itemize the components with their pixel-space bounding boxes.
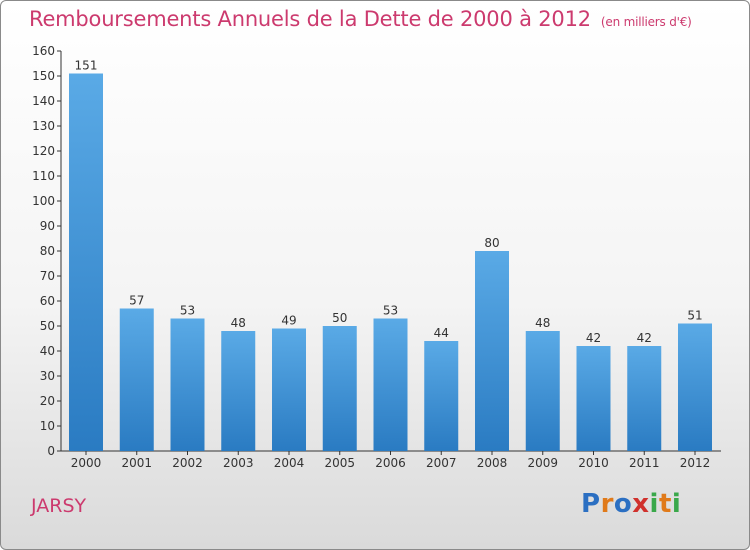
chart-subtitle: (en milliers d'€) xyxy=(600,15,692,29)
bar xyxy=(221,331,256,451)
bar xyxy=(322,326,357,451)
commune-label: JARSY xyxy=(31,495,87,517)
data-label: 53 xyxy=(383,304,398,318)
bar xyxy=(576,346,611,451)
data-label: 151 xyxy=(75,59,98,73)
data-label: 53 xyxy=(180,304,195,318)
data-label: 42 xyxy=(586,331,601,345)
bar xyxy=(119,308,154,451)
logo-letter: r xyxy=(600,489,614,519)
x-tick-label: 2007 xyxy=(426,456,457,470)
x-tick-label: 2002 xyxy=(172,456,203,470)
x-tick-label: 2012 xyxy=(680,456,711,470)
y-tick-label: 120 xyxy=(32,144,55,158)
y-tick-label: 30 xyxy=(40,369,55,383)
chart-title: Remboursements Annuels de la Dette de 20… xyxy=(29,7,692,31)
bar xyxy=(525,331,560,451)
y-tick-label: 90 xyxy=(40,219,55,233)
x-tick-label: 2006 xyxy=(375,456,406,470)
bar xyxy=(272,328,306,451)
y-tick-label: 10 xyxy=(40,419,55,433)
bar xyxy=(373,318,408,451)
y-tick-label: 100 xyxy=(32,194,55,208)
x-tick-label: 2008 xyxy=(477,456,508,470)
data-label: 50 xyxy=(332,311,347,325)
y-tick-label: 110 xyxy=(32,169,55,183)
y-tick-label: 50 xyxy=(40,319,55,333)
data-label: 44 xyxy=(434,326,449,340)
data-label: 48 xyxy=(231,316,246,330)
data-label: 51 xyxy=(687,309,702,323)
y-tick-label: 40 xyxy=(40,344,55,358)
x-tick-label: 2001 xyxy=(121,456,152,470)
proxiti-logo: Proxiti xyxy=(581,489,681,519)
logo-letter: t xyxy=(658,489,672,519)
y-tick-label: 140 xyxy=(32,94,55,108)
y-tick-label: 60 xyxy=(40,294,55,308)
bar xyxy=(424,341,459,451)
x-tick-label: 2000 xyxy=(71,456,102,470)
chart-title-text: Remboursements Annuels de la Dette de 20… xyxy=(29,7,591,31)
data-label: 49 xyxy=(281,314,296,328)
x-tick-label: 2011 xyxy=(629,456,660,470)
data-label: 57 xyxy=(129,294,144,308)
y-tick-label: 0 xyxy=(47,444,55,458)
y-tick-label: 150 xyxy=(32,69,55,83)
y-tick-label: 130 xyxy=(32,119,55,133)
data-label: 80 xyxy=(484,236,499,250)
bar xyxy=(475,251,509,451)
x-tick-label: 2003 xyxy=(223,456,254,470)
x-tick-label: 2009 xyxy=(527,456,558,470)
bar xyxy=(170,318,205,451)
bar xyxy=(627,346,662,451)
x-tick-label: 2005 xyxy=(324,456,355,470)
logo-letter: i xyxy=(671,489,682,519)
logo-letter: o xyxy=(613,489,633,519)
logo-letter: i xyxy=(649,489,659,519)
y-tick-label: 160 xyxy=(32,44,55,58)
data-label: 48 xyxy=(535,316,550,330)
y-tick-label: 70 xyxy=(40,269,55,283)
data-label: 42 xyxy=(637,331,652,345)
y-tick-label: 80 xyxy=(40,244,55,258)
logo-letter: P xyxy=(581,489,601,519)
bar xyxy=(678,323,712,451)
x-tick-label: 2010 xyxy=(578,456,609,470)
bar xyxy=(69,73,103,451)
y-tick-label: 20 xyxy=(40,394,55,408)
logo-letter: x xyxy=(632,489,650,519)
x-tick-label: 2004 xyxy=(274,456,305,470)
